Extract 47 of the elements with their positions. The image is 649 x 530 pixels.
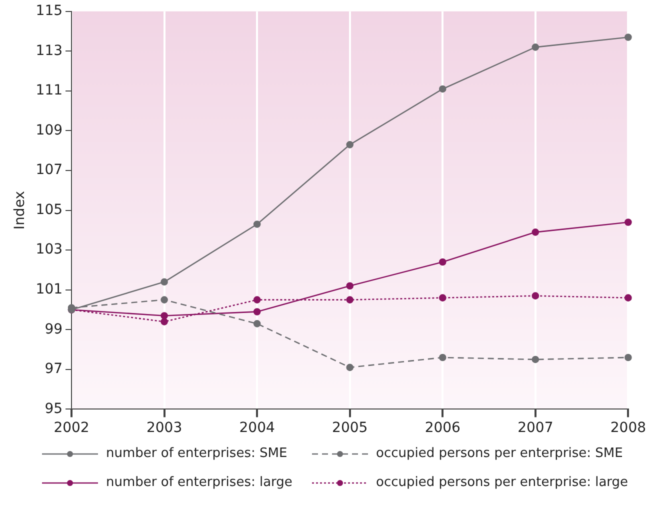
y-tick-label: 107 [36,162,63,178]
point [346,296,354,304]
point [160,312,168,320]
x-tick-label: 2006 [424,420,461,436]
y-tick-label: 115 [36,3,63,20]
point [438,354,446,362]
y-tick-label: 95 [44,400,63,417]
point [346,141,354,148]
x-tick-label: 2004 [239,420,275,436]
point [624,34,632,41]
point [253,308,261,316]
point [438,258,446,266]
point [346,364,354,372]
x-tick-label: 2005 [332,420,368,436]
legend-label: occupied persons per enterprise: large [376,475,628,490]
y-tick-label: 103 [36,242,63,258]
y-tick-label: 109 [36,122,63,138]
point [438,294,446,302]
y-tick-label: 105 [36,202,63,218]
point [253,220,261,228]
point [253,320,261,328]
point [253,296,261,304]
x-tick-label: 2008 [610,420,646,436]
point [532,44,540,51]
y-tick-label: 113 [36,42,63,59]
y-tick-label: 111 [36,82,63,99]
x-tick-label: 2002 [54,420,90,436]
point [160,296,168,304]
y-axis-title: Index [12,191,28,230]
point [160,318,168,326]
y-tick-label: 101 [36,282,63,298]
point [160,278,168,286]
point [532,292,540,300]
x-tick-label: 2007 [518,420,554,436]
point [346,282,354,290]
x-tick-label: 2003 [146,420,182,436]
point [624,218,632,226]
point [624,354,632,362]
legend-label: occupied persons per enterprise: SME [376,446,623,461]
point [532,228,540,236]
y-tick-label: 99 [44,321,63,338]
point [624,294,632,302]
legend-label: number of enterprises: SME [106,446,288,461]
point [438,85,446,93]
y-tick-label: 97 [44,361,63,378]
legend-label: number of enterprises: large [106,475,292,490]
point [532,356,540,364]
